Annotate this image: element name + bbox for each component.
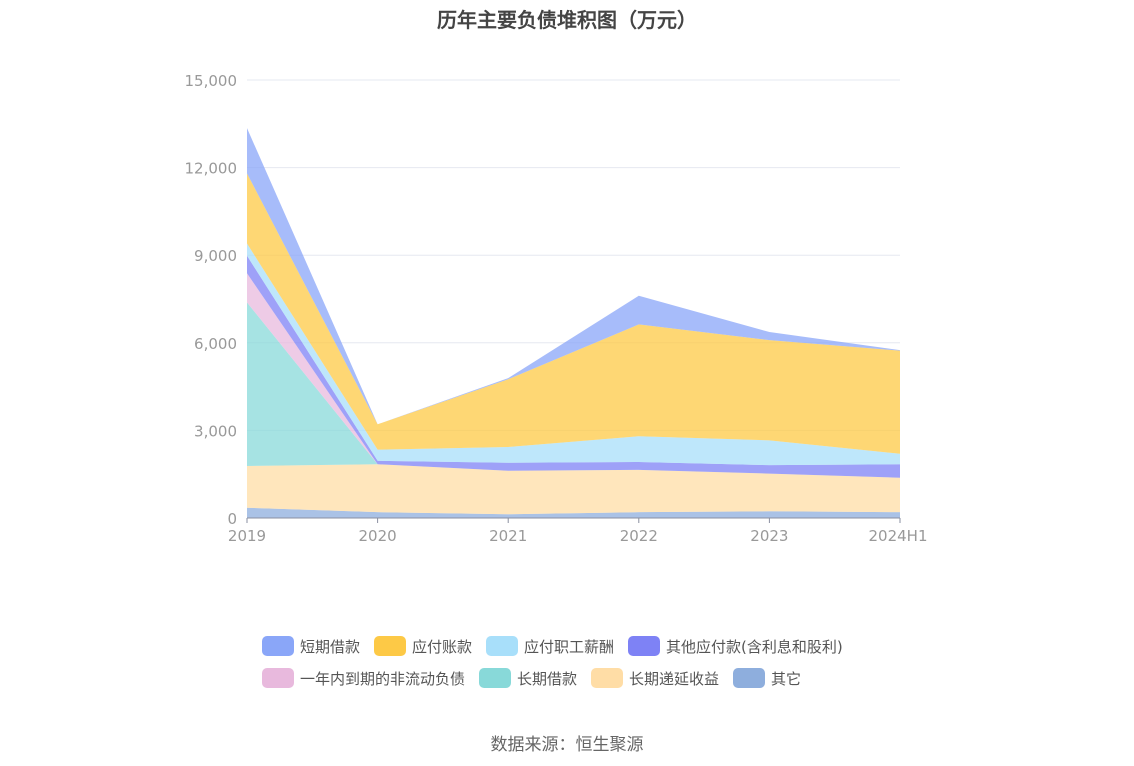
chart-title: 历年主要负债堆积图（万元）	[437, 8, 697, 32]
series-area	[247, 464, 900, 515]
legend-item[interactable]: 长期递延收益	[591, 668, 719, 689]
legend-swatch	[591, 668, 624, 688]
legend-label: 一年内到期的非流动负债	[300, 669, 466, 688]
series-area	[247, 507, 900, 518]
legend-item[interactable]: 应付账款	[374, 636, 472, 657]
legend-item[interactable]: 一年内到期的非流动负债	[262, 668, 465, 689]
stacked-area-chart: 0 3,000 6,000 9,000 12,000 15,000 2019 2020 2021…	[185, 72, 928, 545]
legend-swatch	[486, 636, 519, 656]
legend-item[interactable]: 应付职工薪酬	[486, 636, 614, 657]
y-tick-label: 6,000	[194, 335, 237, 353]
legend-label: 长期递延收益	[629, 669, 720, 688]
legend-swatch	[479, 668, 512, 688]
axes: 0 3,000 6,000 9,000 12,000 15,000 2019 2020 2021…	[185, 72, 928, 545]
legend: 短期借款 应付账款 应付职工薪酬 其他应付款(含利息和股利) 一年内到期的非流动负债 长…	[262, 630, 902, 694]
y-tick-label: 9,000	[194, 247, 237, 265]
legend-label: 其它	[771, 669, 802, 688]
legend-label: 短期借款	[300, 637, 361, 656]
source-note: 数据来源：恒生聚源	[490, 735, 644, 755]
legend-row: 一年内到期的非流动负债 长期借款 长期递延收益 其它	[262, 662, 902, 694]
x-tick-label: 2024H1	[869, 527, 928, 545]
legend-swatch	[374, 636, 407, 656]
legend-label: 长期借款	[517, 669, 578, 688]
series-areas	[247, 128, 900, 518]
legend-swatch	[262, 636, 294, 656]
y-tick-label: 0	[227, 510, 237, 528]
legend-row: 短期借款 应付账款 应付职工薪酬 其他应付款(含利息和股利)	[262, 630, 902, 662]
y-tick-label: 12,000	[185, 160, 238, 178]
x-tick-label: 2019	[228, 527, 266, 545]
legend-item[interactable]: 其他应付款(含利息和股利)	[628, 636, 843, 657]
y-tick-label: 15,000	[185, 72, 238, 90]
x-tick-label: 2020	[359, 527, 397, 545]
x-tick-label: 2023	[750, 527, 788, 545]
legend-item[interactable]: 短期借款	[262, 636, 360, 657]
x-tick-label: 2022	[620, 527, 658, 545]
legend-label: 应付职工薪酬	[524, 637, 615, 656]
x-tick-label: 2021	[489, 527, 527, 545]
series-area	[247, 173, 900, 454]
series-area	[247, 302, 900, 478]
legend-label: 其他应付款(含利息和股利)	[666, 637, 843, 656]
legend-item[interactable]: 其它	[733, 668, 801, 689]
legend-label: 应付账款	[412, 637, 473, 656]
legend-swatch	[733, 668, 766, 688]
legend-swatch	[628, 636, 661, 656]
y-tick-label: 3,000	[194, 422, 237, 440]
legend-swatch	[262, 668, 294, 688]
legend-item[interactable]: 长期借款	[479, 668, 577, 689]
